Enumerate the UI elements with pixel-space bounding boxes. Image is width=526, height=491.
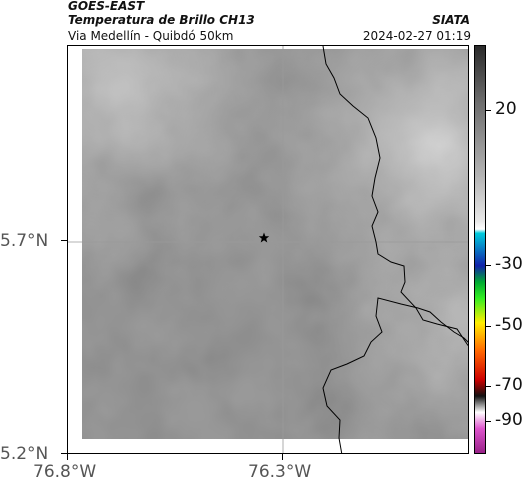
colorbar-tick <box>486 265 491 266</box>
colorbar-label: -50 <box>495 315 523 335</box>
colorbar-label: 20 <box>495 99 517 119</box>
satellite-name: GOES-EAST <box>68 0 145 13</box>
product-title: Temperatura de Brillo CH13 <box>68 13 255 27</box>
lat-label: 5.2°N <box>0 444 49 464</box>
map-canvas <box>68 46 468 453</box>
department-border <box>322 46 468 347</box>
colorbar-label: -30 <box>495 254 523 274</box>
lat-tick <box>61 453 67 454</box>
colorbar-label: -90 <box>495 410 523 430</box>
timestamp-label: 2024-02-27 01:19 <box>362 29 471 43</box>
lon-label: 76.3°W <box>248 462 312 482</box>
star-icon <box>258 232 270 243</box>
lon-tick <box>67 454 68 460</box>
colorbar-tick <box>486 421 491 422</box>
colorbar-tick <box>486 110 491 111</box>
region-subtitle: Via Medellín - Quibdó 50km <box>68 29 234 43</box>
lon-label: 76.8°W <box>33 462 97 482</box>
lat-tick <box>61 240 67 241</box>
colorbar-tick <box>486 326 491 327</box>
colorbar <box>474 45 486 454</box>
satellite-map[interactable] <box>67 45 469 454</box>
lon-tick <box>282 454 283 460</box>
colorbar-label: -70 <box>495 375 523 395</box>
brightness-temperature-field <box>82 49 468 439</box>
lat-label: 5.7°N <box>0 231 49 251</box>
department-border <box>322 297 468 453</box>
colorbar-tick <box>486 386 491 387</box>
organization-label: SIATA <box>432 13 470 27</box>
